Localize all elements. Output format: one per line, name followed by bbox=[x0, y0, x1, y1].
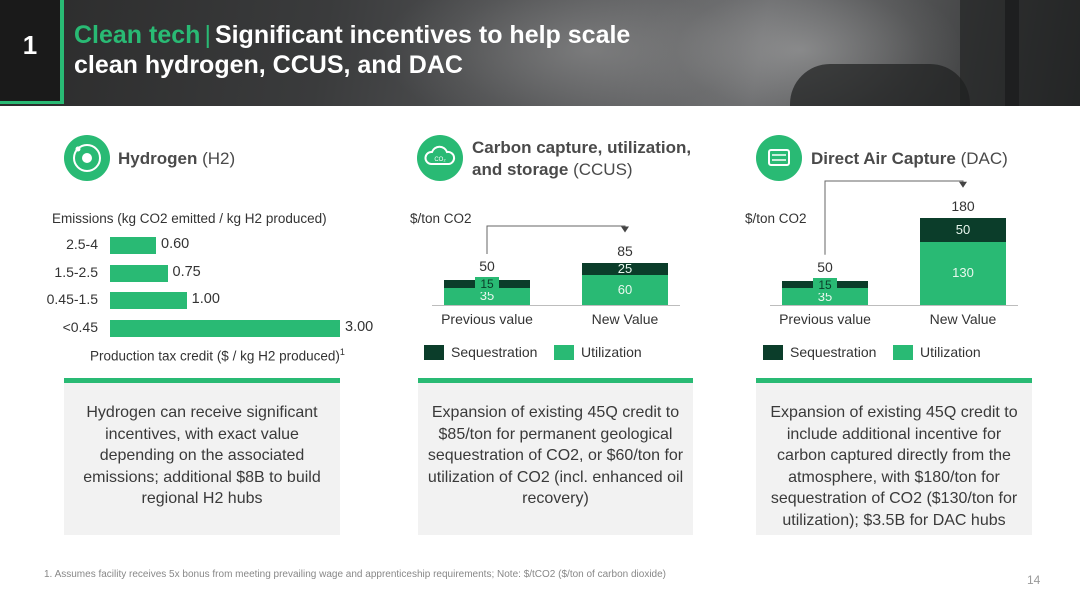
dac-legend-sequestration: Sequestration bbox=[790, 344, 876, 360]
h2-category-label: <0.45 bbox=[38, 319, 98, 335]
dac-sequestration-value: 50 bbox=[920, 222, 1006, 237]
ccus-x-axis bbox=[432, 305, 680, 306]
title-accent: Clean tech bbox=[74, 21, 200, 49]
dac-x-label: Previous value bbox=[757, 311, 893, 327]
h2-bar bbox=[110, 265, 168, 282]
hydrogen-section-title: Hydrogen (H2) bbox=[118, 148, 235, 170]
h2-bar bbox=[110, 237, 156, 254]
dac-section-title: Direct Air Capture (DAC) bbox=[811, 148, 1008, 170]
page-title: Clean tech | Significant incentives to hel… bbox=[74, 20, 774, 80]
dac-sequestration-value: 15 bbox=[813, 278, 837, 293]
slide-number-badge: 1 bbox=[0, 0, 64, 104]
h2-chart-title: Emissions (kg CO2 emitted / kg H2 produc… bbox=[52, 211, 327, 226]
footnote: 1. Assumes facility receives 5x bonus fr… bbox=[44, 569, 666, 580]
ccus-legend-sequestration-swatch bbox=[424, 345, 444, 360]
dac-legend-utilization: Utilization bbox=[920, 344, 981, 360]
dac-x-label: New Value bbox=[895, 311, 1031, 327]
building-silhouette bbox=[790, 64, 970, 106]
ccus-x-label: Previous value bbox=[419, 311, 555, 327]
h2-category-label: 0.45-1.5 bbox=[38, 291, 98, 307]
title-separator: | bbox=[204, 21, 211, 49]
ccus-sequestration-value: 15 bbox=[475, 277, 499, 292]
ccus-legend-utilization: Utilization bbox=[581, 344, 642, 360]
h2-value-label: 0.60 bbox=[161, 236, 189, 252]
ccus-description: Expansion of existing 45Q credit to $85/… bbox=[418, 383, 693, 535]
dac-utilization-value: 130 bbox=[920, 265, 1006, 280]
ccus-x-label: New Value bbox=[557, 311, 693, 327]
h2-value-label: 3.00 bbox=[345, 319, 373, 335]
dac-x-axis bbox=[770, 305, 1018, 306]
ccus-utilization-value: 60 bbox=[582, 282, 668, 297]
chimney-image bbox=[1005, 0, 1019, 106]
title-line-2: clean hydrogen, CCUS, and DAC bbox=[74, 51, 463, 79]
h2-bar bbox=[110, 292, 187, 309]
h2-bar bbox=[110, 320, 340, 337]
industrial-tower-image bbox=[960, 0, 1080, 106]
ccus-legend-utilization-swatch bbox=[554, 345, 574, 360]
h2-category-label: 2.5-4 bbox=[38, 236, 98, 252]
ccus-section-title: Carbon capture, utilization, and storage … bbox=[472, 137, 691, 181]
title-line-1: Significant incentives to help scale bbox=[215, 21, 630, 49]
co2-cloud-icon: CO₂ bbox=[417, 135, 463, 181]
ccus-legend-sequestration: Sequestration bbox=[451, 344, 537, 360]
dac-description: Expansion of existing 45Q credit to incl… bbox=[756, 383, 1032, 535]
dac-legend-sequestration-swatch bbox=[763, 345, 783, 360]
ccus-sequestration-value: 25 bbox=[582, 261, 668, 276]
ccus-y-axis-label: $/ton CO2 bbox=[410, 211, 472, 226]
slide-number: 1 bbox=[0, 30, 60, 61]
h2-value-label: 0.75 bbox=[173, 264, 201, 280]
dac-y-axis-label: $/ton CO2 bbox=[745, 211, 807, 226]
h2-value-label: 1.00 bbox=[192, 291, 220, 307]
svg-text:CO₂: CO₂ bbox=[434, 157, 446, 163]
h2-x-axis-label: Production tax credit ($ / kg H2 produce… bbox=[90, 347, 345, 364]
page-number: 14 bbox=[1027, 573, 1040, 587]
dac-total-label: 180 bbox=[910, 198, 1016, 214]
ccus-total-label: 50 bbox=[434, 258, 540, 274]
dac-total-label: 50 bbox=[772, 259, 878, 275]
hydrogen-atom-icon bbox=[64, 135, 110, 181]
h2-description: Hydrogen can receive significant incenti… bbox=[64, 383, 340, 535]
ccus-total-label: 85 bbox=[572, 243, 678, 259]
h2-category-label: 1.5-2.5 bbox=[38, 264, 98, 280]
dac-legend-utilization-swatch bbox=[893, 345, 913, 360]
air-capture-unit-icon bbox=[756, 135, 802, 181]
